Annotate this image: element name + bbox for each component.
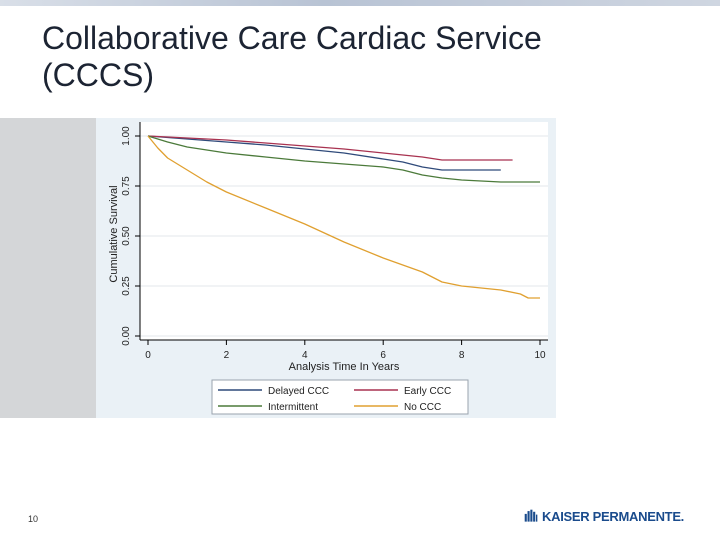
legend-label: Delayed CCC	[268, 386, 329, 397]
top-decorative-bar	[0, 0, 720, 6]
x-tick-label: 6	[380, 350, 386, 361]
y-tick-label: 0.00	[121, 326, 132, 346]
slide-title-line-2: (CCCS)	[42, 57, 154, 93]
legend-label: Early CCC	[404, 386, 451, 397]
x-tick-label: 4	[302, 350, 308, 361]
plot-area	[140, 122, 548, 340]
x-tick-label: 8	[459, 350, 465, 361]
series-line-intermittent	[147, 135, 540, 183]
x-tick-label: 2	[224, 350, 230, 361]
series-lines	[147, 135, 540, 299]
y-tick-label: 1.00	[121, 126, 132, 146]
x-tick-label: 0	[145, 350, 151, 361]
legend-label: Intermittent	[268, 402, 318, 413]
figure-right-margin	[556, 118, 720, 418]
kaiser-permanente-logo: KAISER PERMANENTE.	[524, 506, 684, 526]
y-tick-label: 0.25	[121, 276, 132, 296]
y-tick-label: 0.75	[121, 176, 132, 196]
y-axis-title: Cumulative Survival	[108, 185, 120, 282]
x-tick-label: 10	[534, 350, 546, 361]
slide-title: Collaborative Care Cardiac Service (CCCS…	[42, 20, 662, 94]
logo-text: KAISER PERMANENTE.	[542, 508, 684, 524]
survival-chart-figure: 0.00 0.25 0.50 0.75 1.00 0 2 4 6 8 10 Analysis Ti…	[0, 118, 720, 418]
x-axis-ticks: 0 2 4 6 8 10	[145, 340, 546, 361]
survival-chart: 0.00 0.25 0.50 0.75 1.00 0 2 4 6 8 10 Analysis Ti…	[0, 118, 720, 418]
legend-box	[211, 379, 469, 415]
y-axis-ticks: 0.00 0.25 0.50 0.75 1.00	[121, 126, 140, 346]
series-line-early-ccc	[147, 135, 513, 161]
figure-left-panel	[0, 118, 96, 418]
series-line-delayed-ccc	[147, 135, 501, 171]
kaiser-permanente-logo-icon	[524, 509, 538, 522]
grid-lines	[140, 135, 548, 337]
page-number: 10	[28, 514, 39, 524]
slide-title-line-1: Collaborative Care Cardiac Service	[42, 20, 542, 56]
legend-label: No CCC	[404, 402, 441, 413]
series-line-no-ccc	[147, 135, 540, 299]
y-tick-label: 0.50	[121, 226, 132, 246]
chart-legend: Delayed CCC Early CCC Intermittent No CCC	[211, 379, 469, 415]
x-axis-title: Analysis Time In Years	[289, 361, 400, 373]
